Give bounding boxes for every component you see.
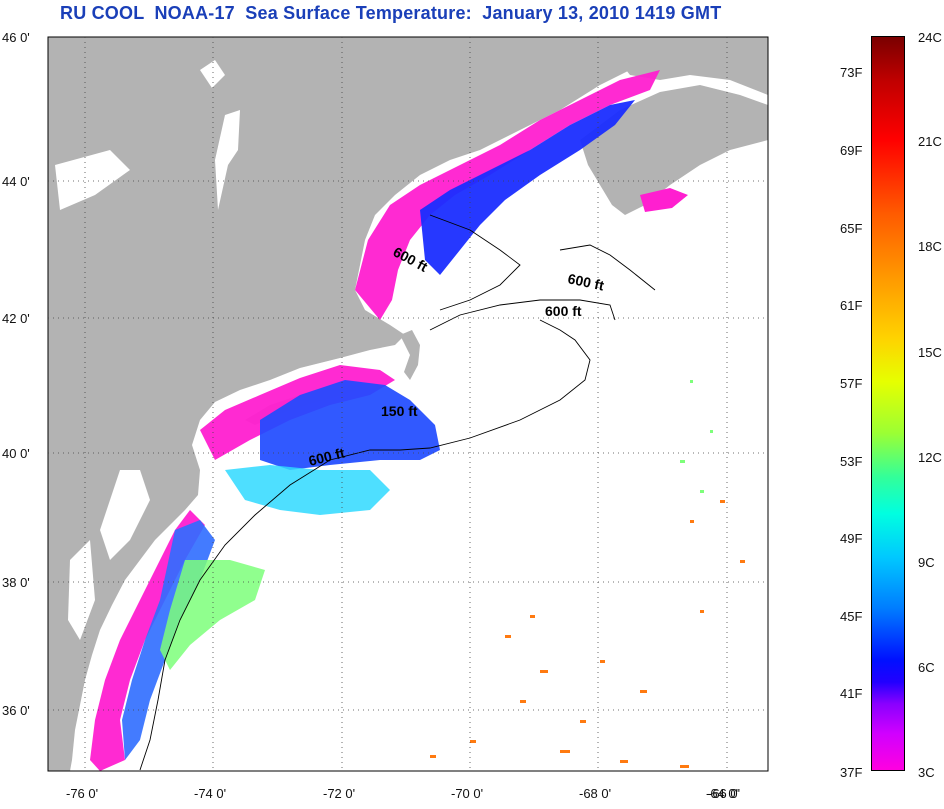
lon-label: -64 0' [706,786,739,801]
lat-label: 36 0' [2,703,30,718]
sst-green-scatter [680,380,713,493]
lon-label: -68 0' [579,786,612,801]
lon-label: -66 0' [708,786,741,801]
lon-label: -76 0' [66,786,99,801]
graticule [48,37,768,771]
lat-label: 40 0' [2,446,30,461]
colorbar-fahrenheit-label: 45F [840,609,863,624]
lat-label: 44 0' [2,174,30,189]
colorbar-fahrenheit-label: 61F [840,298,863,313]
land-new-brunswick [600,37,768,95]
bay [100,470,150,560]
sst-gulf-of-maine-blue [420,100,635,275]
lon-label: -74 0' [194,786,227,801]
colorbar-celsius-label: 3C [918,765,935,780]
colorbar-fahrenheit-label: 57F [840,376,863,391]
land-mainland [48,37,690,771]
colorbar-fahrenheit-label: 37F [840,765,863,780]
colorbar-celsius-label: 21C [918,134,942,149]
land-nova-scotia [580,85,768,215]
colorbar-celsius-label: 24C [918,30,942,45]
colorbar-fahrenheit-label: 73F [840,65,863,80]
lake [215,110,240,210]
colorbar-celsius-label: 12C [918,450,942,465]
colorbar-fahrenheit-label: 65F [840,221,863,236]
sst-nova-scotia-magenta [640,188,688,212]
contour-label: 150 ft [381,403,418,419]
colorbar-fahrenheit-label: 53F [840,454,863,469]
bay [68,540,95,640]
colorbar-celsius-label: 18C [918,239,942,254]
colorbar-celsius-label: 15C [918,345,942,360]
sst-cyan-band [225,465,390,515]
lat-label: 46 0' [2,30,30,45]
colorbar-celsius-label: 9C [918,555,935,570]
lon-label: -70 0' [451,786,484,801]
bathymetry-contours [139,214,656,771]
colorbar-celsius-label: 6C [918,660,935,675]
lake [55,150,130,210]
colorbar-fahrenheit-label: 49F [840,531,863,546]
lon-label: -72 0' [323,786,356,801]
contour-label: 600 ft [566,270,605,293]
map-title: RU COOL NOAA-17 Sea Surface Temperature:… [60,3,722,23]
temperature-colorbar [871,36,905,771]
sst-green-patch [160,560,265,670]
colorbar-fahrenheit-label: 69F [840,143,863,158]
contour-label: 600 ft [545,303,582,319]
sst-coastal-magenta [355,70,660,320]
map-frame [47,36,769,772]
sst-shelf-blue [260,380,440,470]
lat-label: 42 0' [2,311,30,326]
colorbar-fahrenheit-label: 41F [840,686,863,701]
lake [200,60,225,88]
sst-warm-scatter [430,500,745,768]
lat-label: 38 0' [2,575,30,590]
land-cape-cod [400,330,420,380]
